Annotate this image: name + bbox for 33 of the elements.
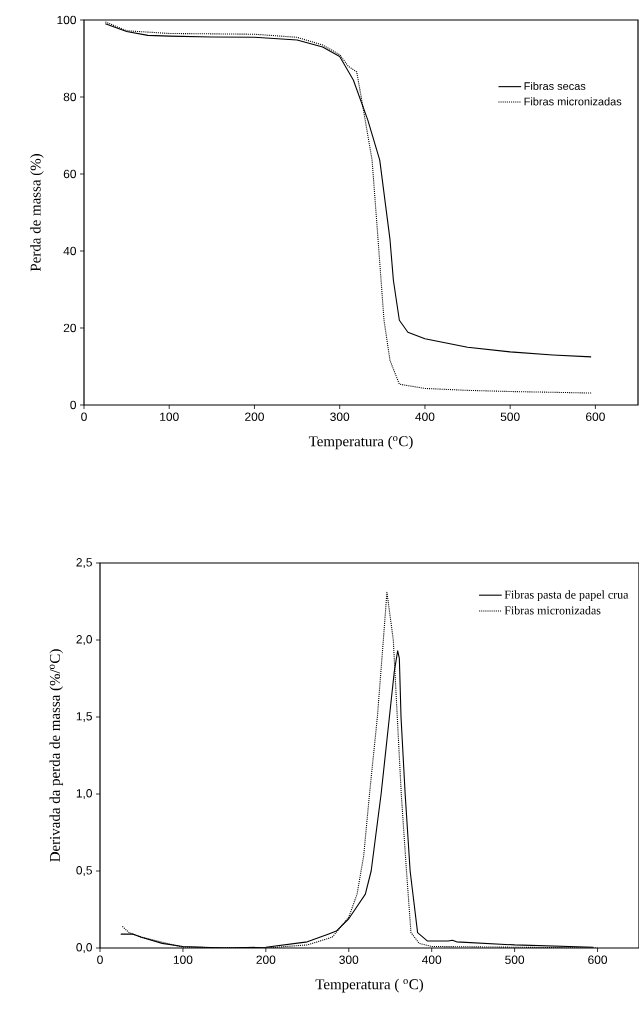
legend-label: Fibras micronizadas bbox=[504, 606, 601, 615]
x-tick-label: 300 bbox=[330, 412, 350, 421]
y-tick-label: 0,0 bbox=[76, 943, 93, 953]
y-tick-label: 0,5 bbox=[76, 866, 92, 876]
y-tick-label: 20 bbox=[63, 323, 77, 333]
legend-label: Fibras pasta de papel crua bbox=[504, 590, 629, 602]
y-tick-label: 100 bbox=[57, 15, 77, 25]
x-axis-title: Temperatura ($^{o}$C) bbox=[308, 435, 413, 450]
x-tick-label: 200 bbox=[256, 955, 276, 964]
legend-label: Fibras micronizadas bbox=[524, 97, 622, 106]
x-tick-label: 0 bbox=[97, 955, 103, 964]
y-tick-label: 40 bbox=[63, 246, 77, 256]
y-tick-label: 2,5 bbox=[76, 558, 92, 568]
y-tick-label: 1,5 bbox=[76, 712, 92, 722]
x-tick-label: 400 bbox=[415, 412, 435, 421]
x-tick-label: 200 bbox=[245, 412, 264, 421]
legend-label: Fibras secas bbox=[524, 81, 586, 90]
x-tick-label: 600 bbox=[586, 412, 605, 421]
x-tick-label: 600 bbox=[588, 955, 608, 964]
y-tick-label: 0 bbox=[70, 400, 77, 410]
y-tick-label: 2,0 bbox=[76, 635, 93, 645]
y-axis-title: Perda de massa (%) bbox=[30, 154, 44, 272]
x-tick-label: 500 bbox=[505, 955, 525, 964]
x-tick-label: 100 bbox=[160, 412, 179, 421]
y-axis-title: Derivada da perda de massa (%/$^{o}$C) bbox=[49, 649, 64, 862]
x-tick-label: 500 bbox=[500, 412, 520, 421]
x-axis-title: Temperatura ( $^{o}$C) bbox=[315, 978, 424, 993]
y-tick-label: 60 bbox=[63, 169, 77, 179]
x-tick-label: 300 bbox=[339, 955, 359, 964]
y-tick-label: 1,0 bbox=[76, 789, 93, 799]
x-tick-label: 100 bbox=[173, 955, 193, 964]
x-tick-label: 400 bbox=[422, 955, 442, 964]
y-tick-label: 80 bbox=[63, 92, 77, 102]
